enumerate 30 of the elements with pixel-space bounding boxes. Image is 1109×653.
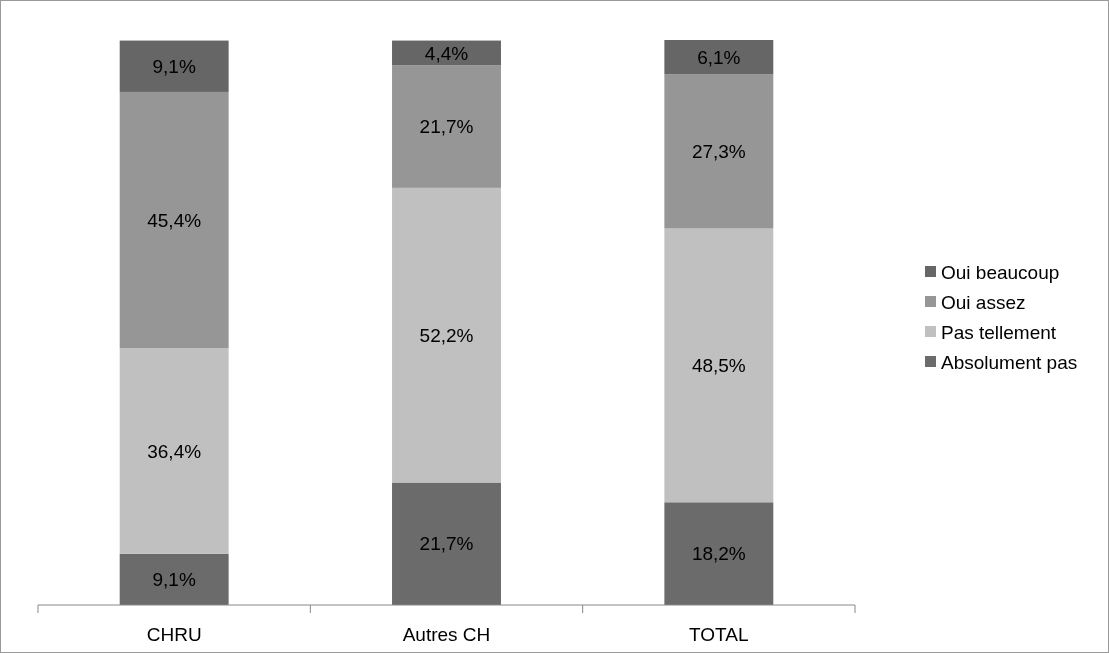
bar xyxy=(392,187,501,483)
legend-label: Oui assez xyxy=(941,291,1026,313)
data-label: 52,2% xyxy=(419,324,474,346)
data-label: 9,1% xyxy=(152,568,196,590)
data-label: 6,1% xyxy=(697,46,741,68)
bar xyxy=(119,91,229,349)
data-label: 21,7% xyxy=(419,116,474,138)
data-label: 45,4% xyxy=(147,209,202,231)
x-tick-label: TOTAL xyxy=(689,624,749,645)
data-label: 18,2% xyxy=(691,543,746,565)
bar xyxy=(392,482,501,605)
bar xyxy=(664,228,774,503)
bar xyxy=(664,74,774,229)
x-tick-label: CHRU xyxy=(146,624,202,645)
legend-label: Pas tellement xyxy=(941,321,1057,343)
x-tick-label: Autres CH xyxy=(402,624,491,645)
data-label: 48,5% xyxy=(691,355,746,377)
bar xyxy=(392,65,501,188)
data-label: 4,4% xyxy=(424,42,469,64)
legend-label: Oui beaucoup xyxy=(941,261,1060,283)
bar xyxy=(664,40,774,75)
bar xyxy=(119,40,229,92)
data-label: 36,4% xyxy=(147,440,202,462)
bar xyxy=(119,553,229,605)
data-label: 27,3% xyxy=(691,141,746,163)
data-label: 21,7% xyxy=(419,533,474,555)
bar xyxy=(664,502,774,605)
bar xyxy=(119,348,229,554)
legend-label: Absolument pas xyxy=(941,351,1078,373)
data-label: 9,1% xyxy=(152,55,196,77)
